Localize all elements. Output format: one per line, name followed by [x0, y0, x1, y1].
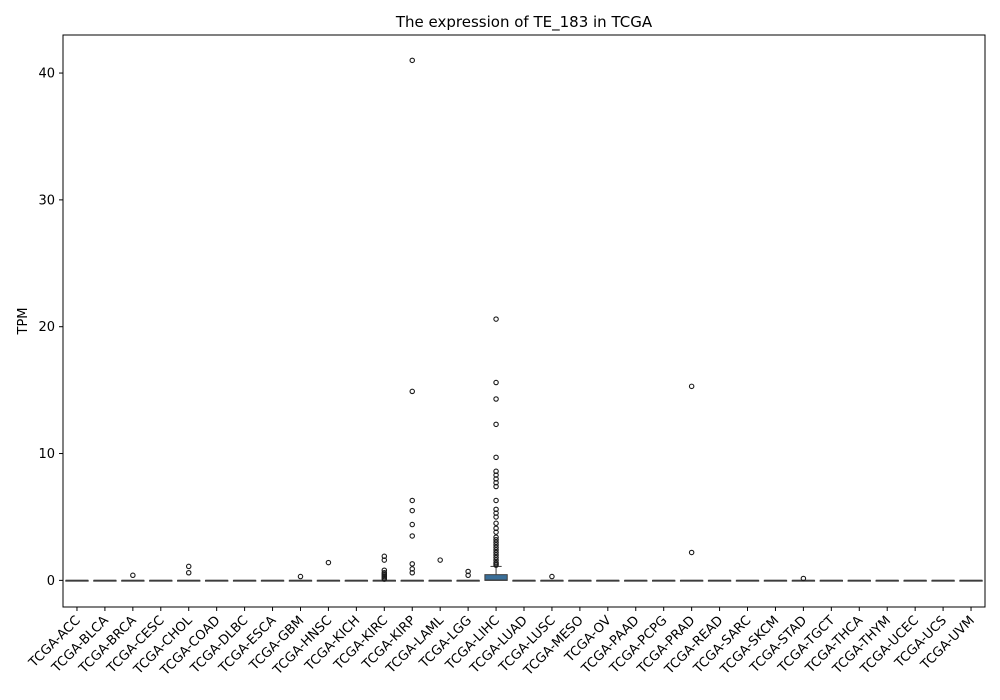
box-tcga-paad	[624, 579, 648, 582]
outlier-point	[493, 396, 499, 402]
box-tcga-kirp	[400, 57, 424, 582]
outlier-point	[493, 472, 499, 478]
outlier-point	[688, 549, 695, 556]
box-tcga-chol	[177, 563, 201, 582]
box-tcga-uvm	[959, 579, 983, 582]
outlier-point	[185, 563, 192, 570]
outlier-point	[325, 559, 332, 566]
box-tcga-cesc	[149, 579, 173, 582]
outlier-point	[493, 557, 499, 563]
outlier-point	[465, 568, 471, 575]
box-tcga-brca	[121, 572, 145, 582]
outlier-point	[688, 383, 695, 390]
box-tcga-ov	[596, 579, 620, 582]
box-tcga-lgg	[456, 568, 480, 582]
box-tcga-read	[707, 579, 732, 582]
outlier-point	[409, 521, 415, 528]
outlier-point	[381, 567, 388, 573]
box-tcga-lusc	[540, 573, 564, 582]
box-tcga-thym	[875, 579, 899, 582]
outlier-point	[437, 557, 443, 563]
plot-area	[65, 57, 983, 582]
chart-title: The expression of TE_183 in TCGA	[395, 13, 653, 32]
outlier-point	[493, 542, 499, 548]
outlier-point	[493, 468, 499, 475]
box-tcga-prad	[679, 383, 704, 582]
box-tcga-esca	[260, 579, 285, 582]
outlier-point	[493, 549, 499, 556]
outlier-point	[493, 547, 499, 553]
outlier-point	[409, 533, 415, 539]
outlier-point	[549, 573, 555, 580]
outlier-point	[493, 506, 499, 513]
outlier-point	[493, 520, 499, 527]
outlier-point	[409, 57, 415, 64]
box-tcga-laml	[428, 557, 452, 582]
outlier-point	[493, 483, 499, 490]
outlier-point	[493, 562, 499, 568]
y-tick-label: 20	[38, 320, 55, 335]
outlier-point	[493, 534, 499, 540]
outlier-point	[493, 544, 499, 551]
outlier-point	[493, 554, 499, 561]
outlier-point	[493, 479, 499, 486]
box-tcga-ucs	[931, 579, 955, 582]
box-tcga-luad	[512, 579, 536, 582]
box-tcga-meso	[568, 579, 592, 582]
y-axis-label: TPM	[16, 308, 31, 336]
outlier-point	[409, 570, 415, 576]
box-tcga-acc	[65, 579, 89, 582]
outlier-point	[800, 575, 807, 582]
box-tcga-skcm	[763, 579, 788, 582]
outlier-point	[409, 497, 415, 504]
box-tcga-ucec	[903, 579, 927, 582]
outlier-point	[381, 553, 388, 560]
box-tcga-pcpg	[652, 579, 676, 582]
outlier-point	[409, 388, 415, 395]
box-tcga-blca	[93, 579, 117, 582]
box-body	[484, 574, 508, 581]
box-tcga-thca	[847, 579, 871, 582]
y-tick-label: 0	[47, 574, 55, 589]
y-tick-label: 30	[38, 193, 55, 208]
outlier-point	[493, 421, 499, 428]
outlier-point	[409, 507, 415, 514]
box-tcga-kich	[344, 579, 369, 582]
outlier-point	[493, 510, 499, 516]
outlier-point	[409, 561, 415, 567]
outlier-point	[381, 557, 388, 563]
y-tick-label: 10	[38, 447, 55, 462]
outlier-point	[493, 379, 499, 386]
outlier-point	[493, 514, 499, 520]
outlier-point	[493, 529, 499, 535]
box-tcga-kirc	[372, 553, 396, 582]
box-tcga-dlbc	[232, 579, 257, 582]
outlier-point	[493, 476, 499, 482]
outlier-point	[493, 525, 499, 532]
outlier-point	[297, 573, 304, 580]
plot-frame	[62, 34, 986, 608]
box-tcga-sarc	[735, 579, 760, 582]
box-tcga-tgct	[819, 579, 844, 582]
box-tcga-stad	[791, 575, 816, 582]
outlier-point	[465, 572, 471, 579]
outlier-point	[185, 570, 192, 576]
outlier-point	[130, 572, 136, 579]
box-tcga-coad	[204, 579, 229, 582]
outlier-point	[493, 454, 499, 461]
outlier-point	[409, 566, 415, 572]
outlier-point	[493, 539, 499, 546]
outlier-point	[493, 316, 499, 322]
box-tcga-lihc	[484, 316, 508, 581]
y-tick-label: 40	[38, 67, 55, 82]
box-tcga-gbm	[288, 573, 313, 582]
box-tcga-hnsc	[316, 559, 341, 582]
outlier-point	[381, 576, 388, 582]
outlier-point	[493, 552, 499, 558]
outlier-point	[493, 537, 499, 543]
outlier-point	[493, 497, 499, 504]
